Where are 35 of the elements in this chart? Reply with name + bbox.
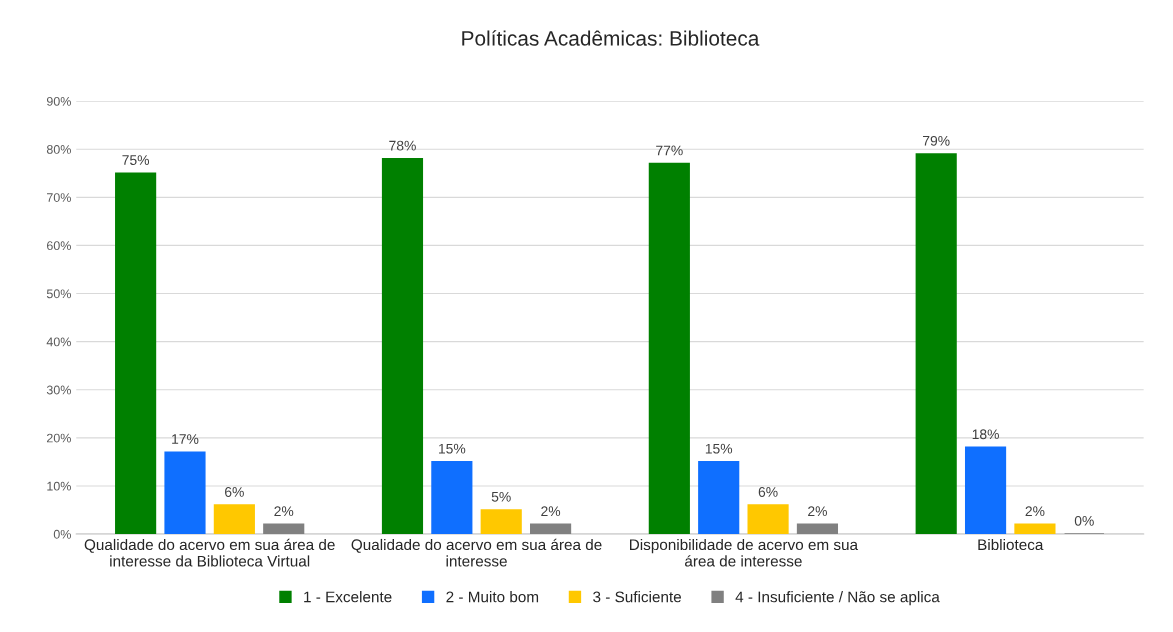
y-tick-label: 30% xyxy=(46,385,71,395)
y-tick-label: 60% xyxy=(47,241,71,251)
data-label: 75% xyxy=(122,155,150,165)
data-label: 15% xyxy=(705,443,733,454)
y-tick-label: 90% xyxy=(46,96,71,106)
data-label: 78% xyxy=(389,140,416,151)
data-label: 2% xyxy=(274,506,294,517)
y-tick-label: 50% xyxy=(46,289,71,299)
x-tick-label: Qualidade do acervo em sua área de interesse xyxy=(351,538,602,567)
data-label: 0% xyxy=(1074,515,1094,526)
y-tick-label: 0% xyxy=(53,529,71,539)
legend-label: 2 - Muito bom xyxy=(446,591,539,603)
x-tick-label: Biblioteca xyxy=(978,538,1044,551)
legend-label: 4 - Insuficiente / Não se aplica xyxy=(735,591,940,606)
y-tick-label: 70% xyxy=(47,193,71,202)
data-label: 2% xyxy=(1025,506,1045,517)
y-tick-label: 10% xyxy=(47,481,71,491)
data-label: 6% xyxy=(225,487,244,497)
y-tick-label: 40% xyxy=(46,337,71,347)
data-label: 2% xyxy=(541,506,561,517)
x-tick-label: Qualidade do acervo em sua área de interesse da Biblioteca Virtual xyxy=(84,538,335,567)
data-label: 6% xyxy=(758,487,778,497)
data-label: 17% xyxy=(172,434,199,444)
y-tick-label: 20% xyxy=(47,433,71,443)
data-label: 18% xyxy=(972,429,999,440)
data-label: 77% xyxy=(656,145,683,156)
legend-label: 3 - Suficiente xyxy=(593,591,682,603)
chart-title: Políticas Acadêmicas: Biblioteca xyxy=(462,30,760,46)
data-label: 15% xyxy=(439,443,466,454)
x-tick-label: Disponibilidade de acervo em sua área de interesse xyxy=(630,538,859,567)
data-label: 79% xyxy=(923,135,950,146)
data-label: 2% xyxy=(808,506,827,517)
data-label: 5% xyxy=(491,491,511,502)
y-tick-label: 80% xyxy=(46,145,71,154)
legend-label: 1 - Excelente xyxy=(304,591,392,603)
